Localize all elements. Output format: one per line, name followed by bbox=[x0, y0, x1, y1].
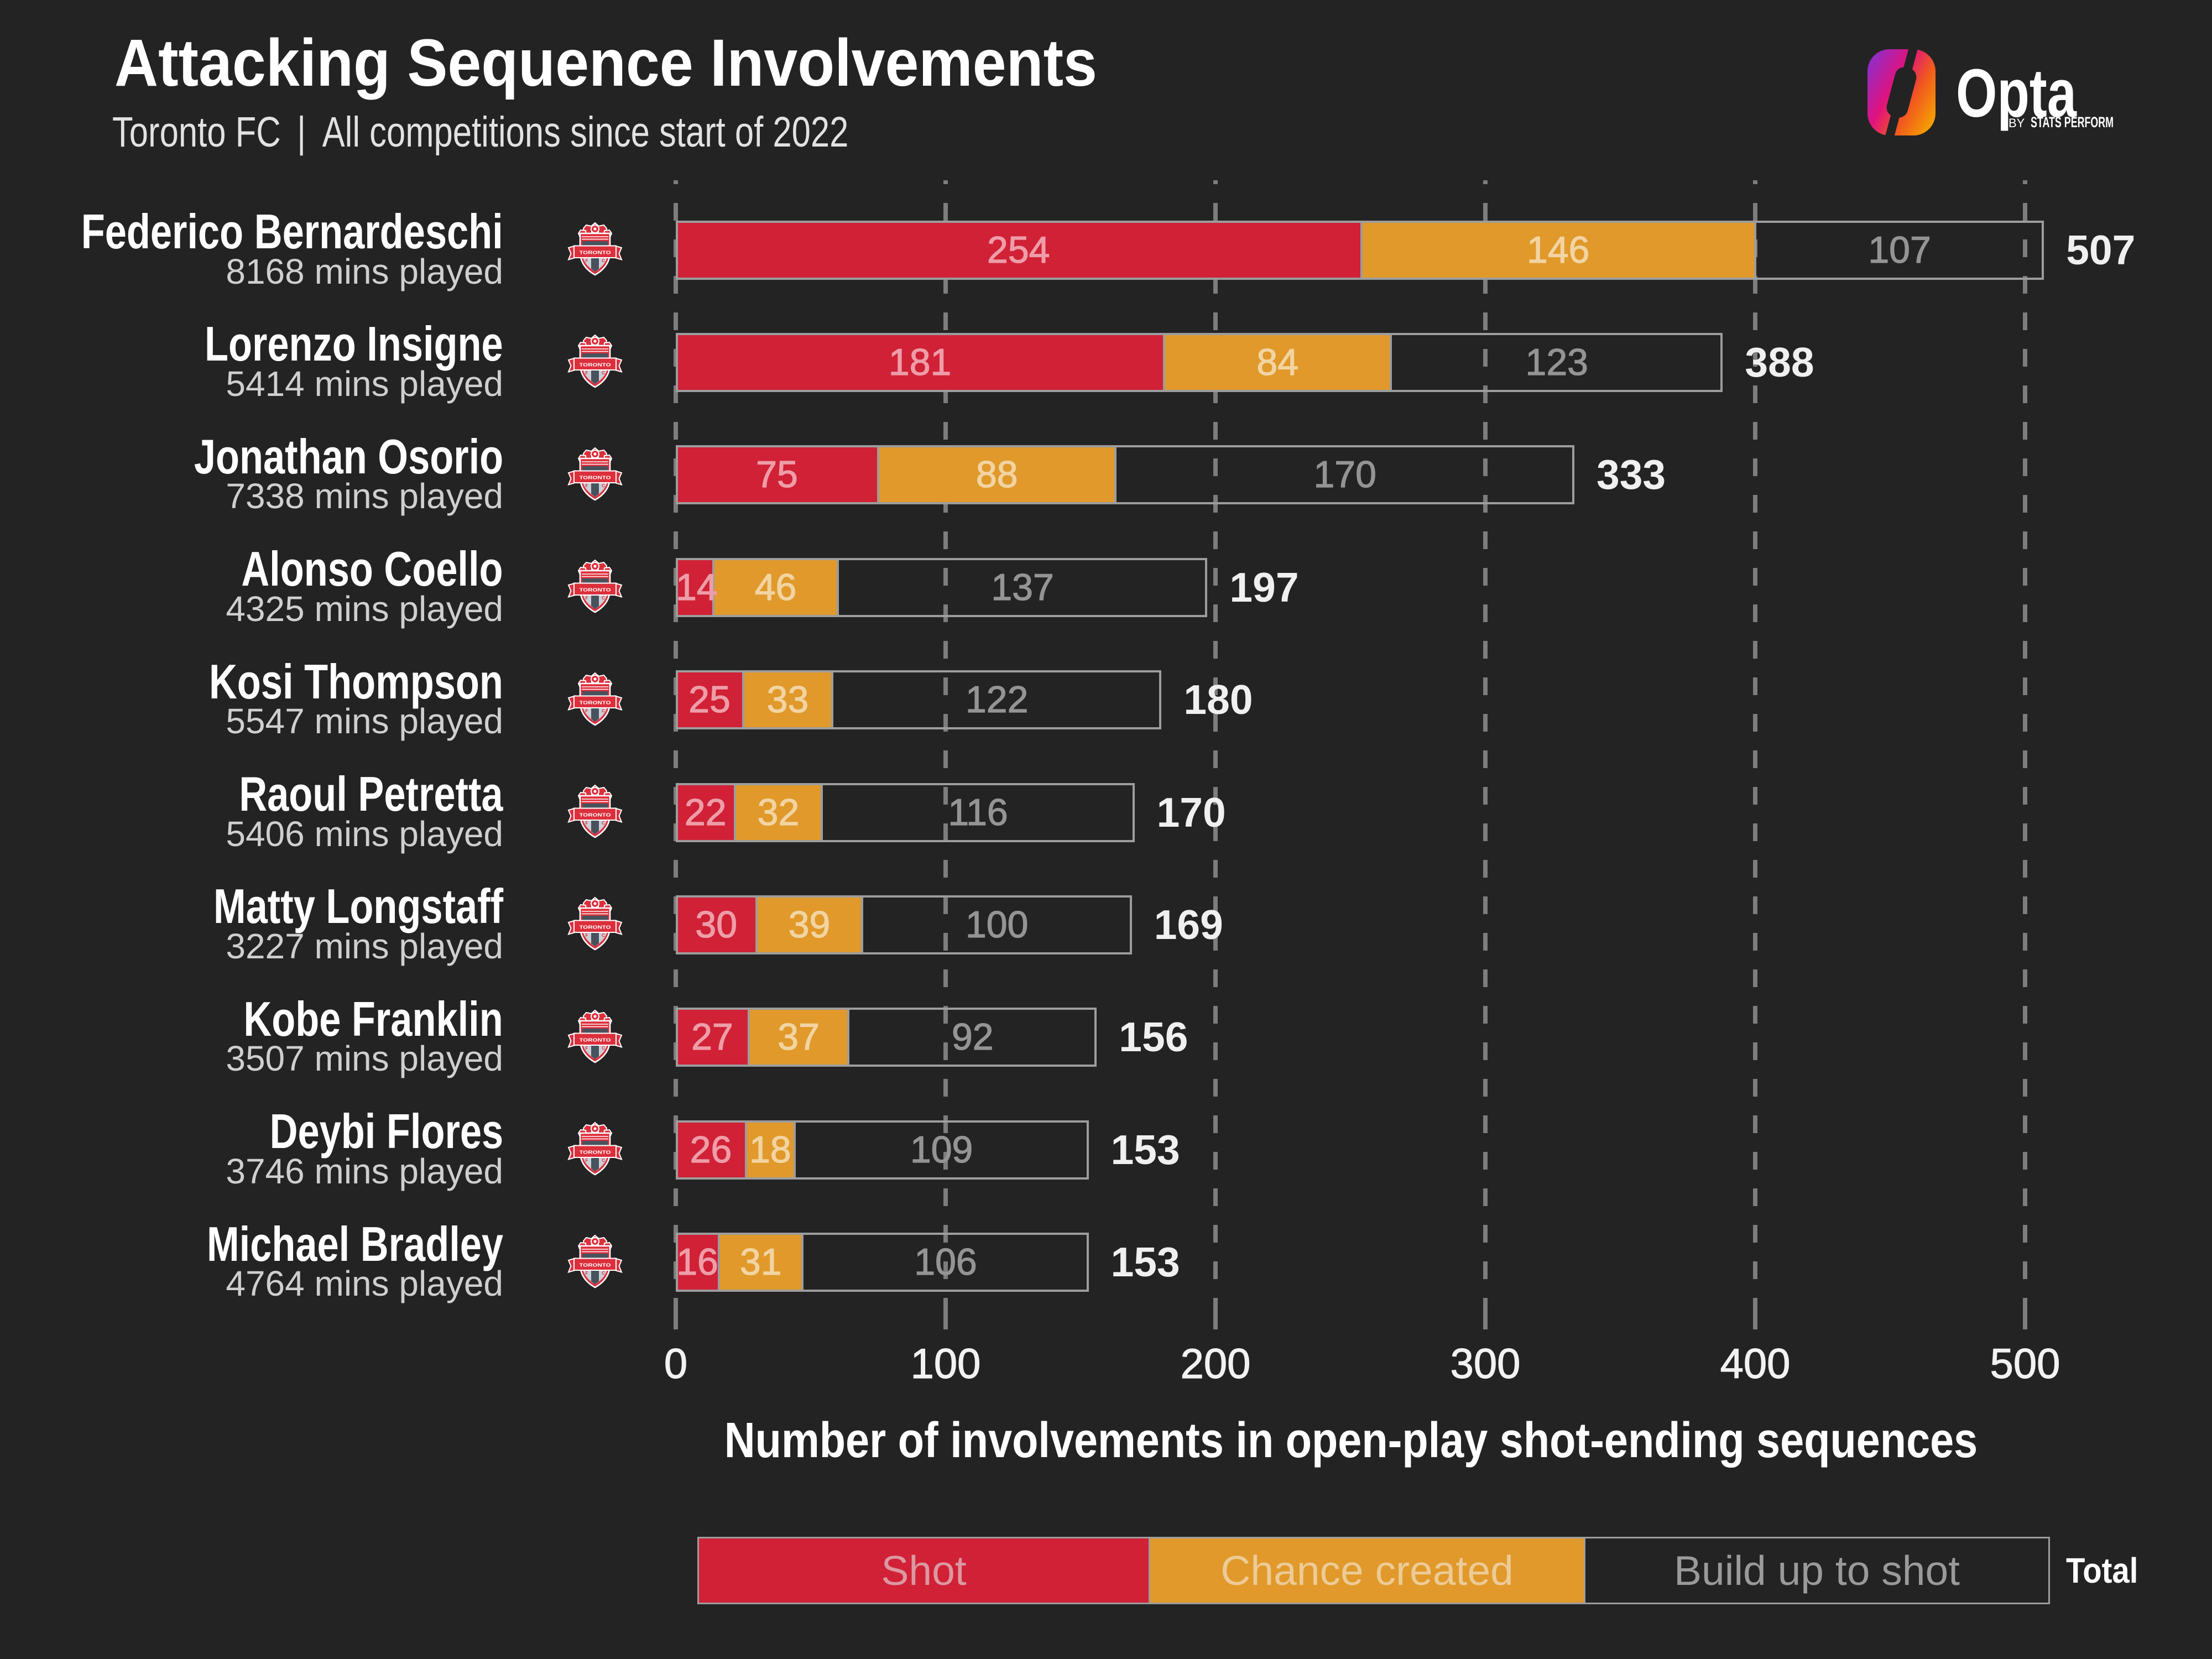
svg-text:TORONTO: TORONTO bbox=[580, 1150, 612, 1155]
svg-text:C: C bbox=[602, 708, 605, 713]
svg-text:C: C bbox=[602, 371, 605, 375]
svg-text:F: F bbox=[586, 821, 588, 826]
svg-text:TORONTO: TORONTO bbox=[580, 925, 612, 930]
svg-text:F: F bbox=[586, 258, 588, 263]
svg-text:TORONTO: TORONTO bbox=[580, 251, 612, 255]
svg-text:TORONTO: TORONTO bbox=[580, 1262, 612, 1267]
svg-text:F: F bbox=[586, 1271, 588, 1276]
svg-text:TORONTO: TORONTO bbox=[580, 475, 612, 480]
svg-text:C: C bbox=[602, 1046, 605, 1051]
svg-text:Opta: Opta bbox=[1956, 56, 2077, 132]
svg-text:F: F bbox=[586, 933, 588, 938]
svg-text:C: C bbox=[602, 1271, 605, 1276]
svg-text:TORONTO: TORONTO bbox=[580, 700, 612, 705]
svg-text:C: C bbox=[602, 1158, 605, 1163]
svg-text:F: F bbox=[586, 1046, 588, 1051]
svg-text:C: C bbox=[602, 483, 605, 488]
svg-text:F: F bbox=[586, 1158, 588, 1163]
svg-text:TORONTO: TORONTO bbox=[580, 588, 612, 593]
svg-text:BY: BY bbox=[2008, 116, 2025, 130]
svg-text:F: F bbox=[586, 483, 588, 488]
svg-text:C: C bbox=[602, 258, 605, 263]
svg-text:STATS PERFORM: STATS PERFORM bbox=[2031, 114, 2114, 131]
svg-text:TORONTO: TORONTO bbox=[580, 1037, 612, 1042]
svg-text:C: C bbox=[602, 596, 605, 601]
svg-text:TORONTO: TORONTO bbox=[580, 363, 612, 368]
svg-text:F: F bbox=[586, 596, 588, 601]
svg-text:C: C bbox=[602, 933, 605, 938]
svg-text:C: C bbox=[602, 821, 605, 826]
svg-text:TORONTO: TORONTO bbox=[580, 813, 612, 818]
svg-text:F: F bbox=[586, 708, 588, 713]
svg-text:F: F bbox=[586, 371, 588, 375]
